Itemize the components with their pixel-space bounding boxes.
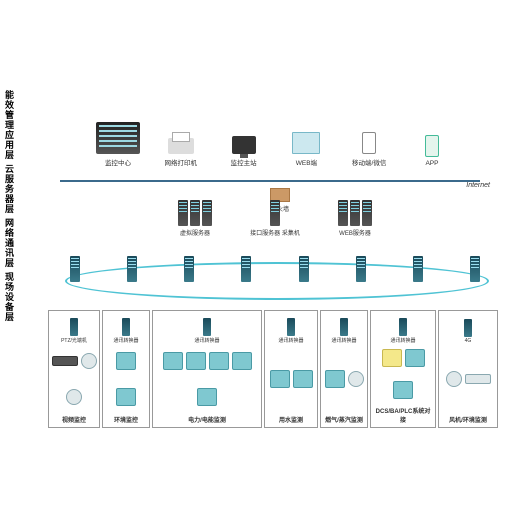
equipment-icon [325,370,345,388]
device-box-dcs: 通讯转换器 DCS/BA/PLC系统对接 [370,310,436,428]
device-box-fan: 4G风机/环境监测 [438,310,498,428]
internet-label: Internet [466,182,490,189]
converter-label: 通讯转换器 [278,337,303,344]
web-label: WEB端 [278,157,334,167]
network-switch [413,256,423,282]
equipment-icon [209,352,229,370]
equipment-icon [66,389,82,405]
diagram-canvas: 监控中心网络打印机监控主站WEB端移动端/微信APP Internet 防火墙 … [20,0,520,520]
device-box-video: PTZ/光端机视频监控 [48,310,100,428]
converter-icon [464,319,472,337]
server-icon [178,200,188,226]
device-box-water-label: 用水监测 [267,415,315,424]
layer-label-field: 现场设备层 [4,272,16,322]
device-box-gas: 通讯转换器燃气/蒸汽监测 [320,310,368,428]
equipment-icon [348,371,364,387]
device-box-fan-label: 风机/环境监测 [441,415,495,424]
server-web-srv-label: WEB服务器 [320,228,390,237]
server-virtual-label: 虚拟服务器 [160,228,230,237]
equipment-icon [446,371,462,387]
app-icon [404,121,460,157]
equipment-icon [116,388,136,406]
network-switch [241,256,251,282]
wechat-icon [341,118,397,154]
device-box-env-label: 环境监控 [105,415,147,424]
network-switch [356,256,366,282]
device-box-water: 通讯转换器用水监测 [264,310,318,428]
monitor-center-label: 监控中心 [90,157,146,167]
converter-icon [70,318,78,336]
server-icon [338,200,348,226]
server-virtual: 虚拟服务器 [160,200,230,237]
top-item-web: WEB端 [278,118,334,167]
network-switch [184,256,194,282]
equipment-icon [293,370,313,388]
equipment-icon [393,381,413,399]
equipment-icon [52,356,78,366]
top-item-monitor-host: 监控主站 [216,118,272,167]
server-web-srv: WEB服务器 [320,200,390,237]
server-interface-label: 接口服务器 采集机 [240,228,310,237]
converter-label: 通讯转换器 [331,337,356,344]
top-item-wechat: 移动端/微信 [341,118,397,167]
converter-label: 通讯转换器 [194,337,219,344]
layer-label-app: 能效管理应用层 [4,90,16,160]
network-switch [470,256,480,282]
server-layer-row: 虚拟服务器 接口服务器 采集机 WEB服务器 [160,200,390,237]
device-box-power-label: 电力/电能监测 [155,415,259,424]
equipment-icon [270,370,290,388]
equipment-icon [197,388,217,406]
equipment-icon [382,349,402,367]
converter-icon [399,318,407,336]
device-box-video-label: 视频监控 [51,415,97,424]
internet-bus [60,180,480,182]
web-icon [278,118,334,154]
converter-icon [122,318,130,336]
equipment-icon [465,374,491,384]
converter-label: 通讯转换器 [113,337,138,344]
device-box-gas-label: 燃气/蒸汽监测 [323,415,365,424]
switch-row [70,256,480,282]
server-icon [362,200,372,226]
converter-icon [287,318,295,336]
top-item-monitor-center: 监控中心 [90,118,146,167]
network-switch [70,256,80,282]
server-icon [202,200,212,226]
server-interface: 接口服务器 采集机 [240,200,310,237]
converter-label: PTZ/光端机 [61,337,87,344]
equipment-icon [405,349,425,367]
application-layer-row: 监控中心网络打印机监控主站 WEB端移动端/微信 APP [90,118,460,167]
monitor-host-label: 监控主站 [216,157,272,167]
converter-icon [340,318,348,336]
device-box-env: 通讯转换器环境监控 [102,310,150,428]
net-printer-icon [153,118,209,154]
top-item-app: APP [404,121,460,167]
field-device-row: PTZ/光端机视频监控通讯转换器环境监控通讯转换器电力/电能监测通讯转换器用水监… [48,310,510,428]
net-printer-label: 网络打印机 [153,157,209,167]
monitor-host-icon [216,118,272,154]
server-icon [350,200,360,226]
app-label: APP [404,160,460,167]
wechat-label: 移动端/微信 [341,157,397,167]
equipment-icon [116,352,136,370]
network-switch [127,256,137,282]
equipment-icon [163,352,183,370]
equipment-icon [232,352,252,370]
layer-label-cloud: 云服务器层 [4,164,16,214]
device-box-dcs-label: DCS/BA/PLC系统对接 [373,406,433,424]
converter-icon [203,318,211,336]
equipment-icon [186,352,206,370]
layer-label-network: 网络通讯层 [4,218,16,268]
monitor-center-icon [90,118,146,154]
server-icon [190,200,200,226]
device-box-power: 通讯转换器电力/电能监测 [152,310,262,428]
equipment-icon [81,353,97,369]
top-item-net-printer: 网络打印机 [153,118,209,167]
server-icon [270,200,280,226]
network-switch [299,256,309,282]
converter-label: 通讯转换器 [390,337,415,344]
